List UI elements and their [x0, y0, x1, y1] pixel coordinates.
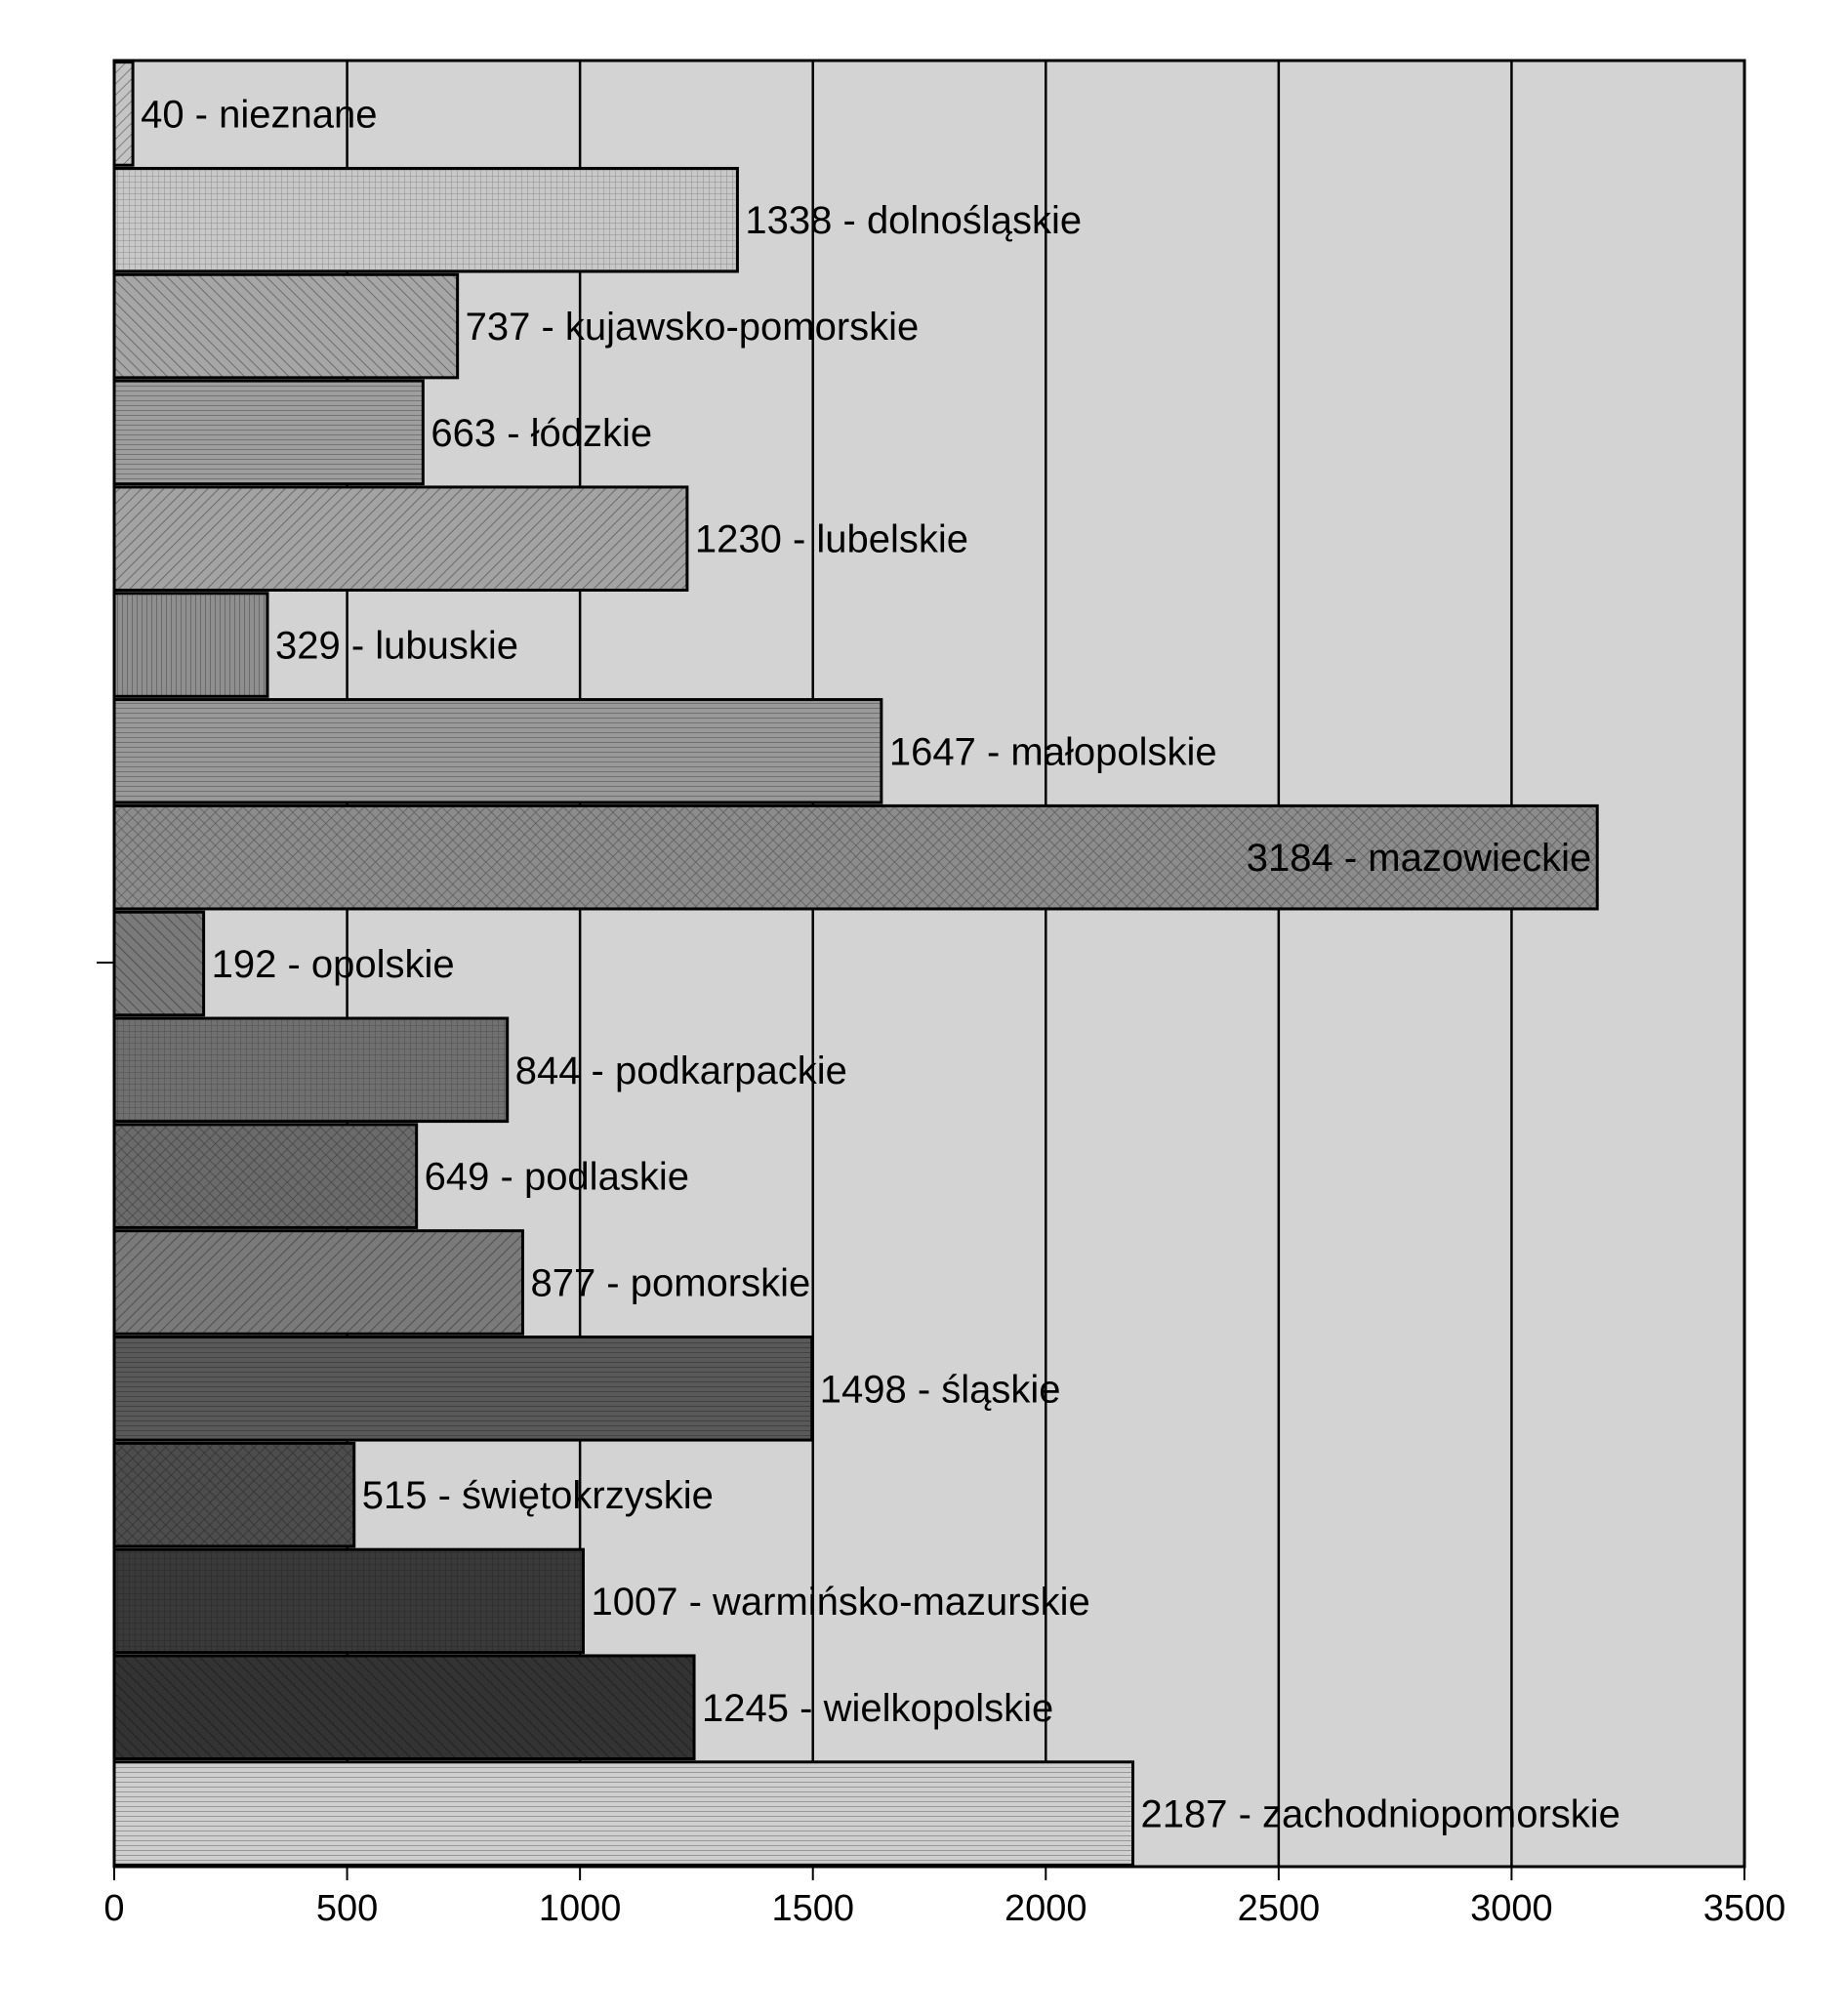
- bar-6: [112, 698, 883, 804]
- bar-10: [112, 1123, 419, 1229]
- bar-8: [112, 910, 206, 1017]
- bar-5: [112, 592, 269, 698]
- bar-pattern: [112, 166, 739, 273]
- bar-data-label: 663 - łódzkie: [430, 412, 652, 455]
- bars: [112, 61, 1599, 1867]
- bar-pattern: [112, 1441, 356, 1548]
- bar-data-label: 1230 - lubelskie: [695, 518, 968, 561]
- bar-13: [112, 1441, 356, 1548]
- bar-data-label: 3184 - mazowieckie: [1247, 837, 1592, 880]
- bar-pattern: [112, 910, 206, 1017]
- x-tick-label: 0: [103, 1888, 124, 1929]
- bar-pattern: [112, 1016, 510, 1124]
- bar-pattern: [112, 485, 689, 592]
- bar-9: [112, 1016, 510, 1124]
- bar-12: [112, 1336, 814, 1442]
- x-tick-label: 1000: [539, 1888, 622, 1929]
- x-tick-label: 2500: [1238, 1888, 1321, 1929]
- bar-3: [112, 379, 425, 486]
- bar-pattern: [112, 592, 269, 698]
- bar-1: [112, 166, 739, 273]
- bar-7: [112, 803, 1599, 911]
- bar-data-label: 1498 - śląskie: [820, 1368, 1061, 1411]
- bar-data-label: 192 - opolskie: [212, 943, 455, 986]
- bar-pattern: [112, 1123, 419, 1229]
- bar-data-label: 1007 - warmińsko-mazurskie: [591, 1581, 1089, 1624]
- x-tick-label: 3000: [1470, 1888, 1553, 1929]
- x-tick-label: 1500: [771, 1888, 854, 1929]
- bar-0: [112, 61, 135, 167]
- bar-pattern: [112, 1336, 814, 1442]
- x-tick-label: 500: [316, 1888, 378, 1929]
- bar-data-label: 329 - lubuskie: [275, 625, 518, 668]
- bar-data-label: 515 - świętokrzyskie: [362, 1474, 714, 1517]
- bar-data-label: 40 - nieznane: [141, 93, 377, 136]
- bar-pattern: [112, 1760, 1135, 1867]
- bar-pattern: [112, 698, 883, 804]
- bar-pattern: [112, 61, 135, 167]
- bar-data-label: 1245 - wielkopolskie: [702, 1687, 1053, 1730]
- x-tick-label: 3500: [1703, 1888, 1786, 1929]
- bar-data-label: 2187 - zachodniopomorskie: [1141, 1793, 1620, 1836]
- bar-pattern: [112, 379, 425, 486]
- x-tick-label: 2000: [1004, 1888, 1087, 1929]
- bar-data-label: 1647 - małopolskie: [889, 730, 1217, 773]
- bar-data-label: 1338 - dolnośląskie: [745, 199, 1082, 242]
- bar-labels: 40 - nieznane 1338 - dolnośląskie 737 - ku…: [141, 93, 1620, 1835]
- bar-data-label: 737 - kujawsko-pomorskie: [466, 306, 920, 349]
- bar-data-label: 877 - pomorskie: [530, 1261, 810, 1304]
- bar-pattern: [112, 803, 1599, 911]
- bar-pattern: [112, 1229, 524, 1336]
- bar-pattern: [112, 272, 460, 380]
- bar-15: [112, 1654, 696, 1761]
- bar-11: [112, 1229, 524, 1336]
- bar-2: [112, 272, 460, 380]
- bar-16: [112, 1760, 1135, 1867]
- x-axis: 0 500 1000 1500 2000 2500 3000 3500: [103, 1867, 1785, 1929]
- bar-data-label: 649 - podlaskie: [425, 1156, 689, 1199]
- bar-14: [112, 1547, 585, 1655]
- bar-4: [112, 485, 689, 592]
- bar-data-label: 844 - podkarpackie: [515, 1049, 847, 1092]
- bar-pattern: [112, 1547, 585, 1655]
- bar-pattern: [112, 1654, 696, 1761]
